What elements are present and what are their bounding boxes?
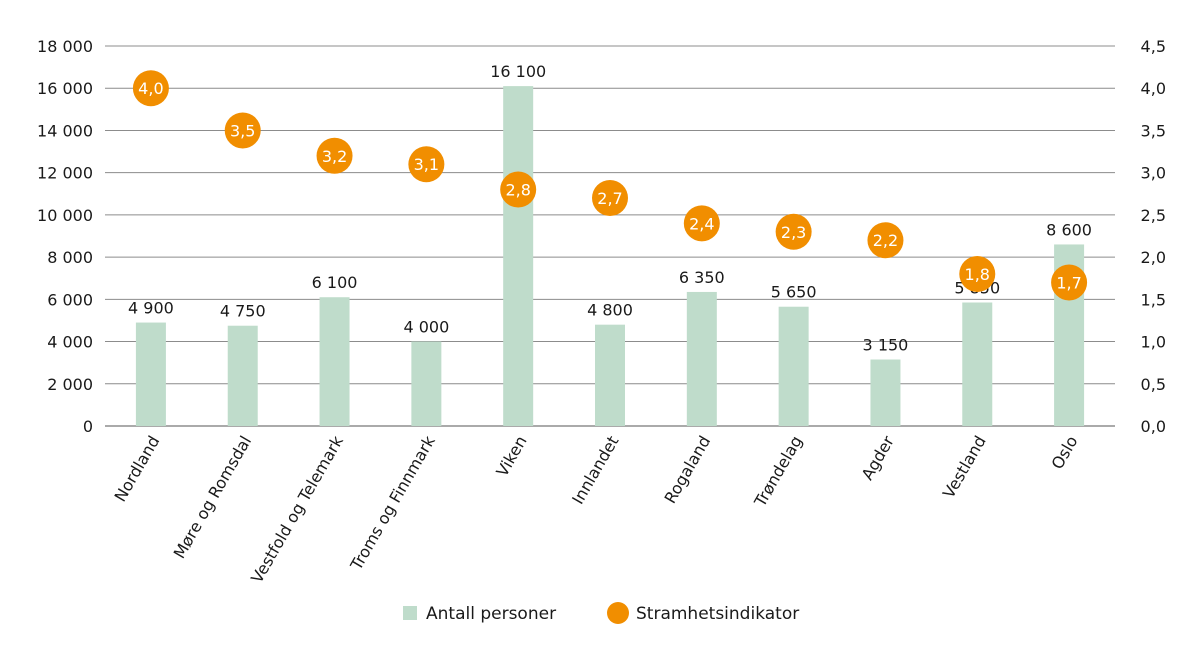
dot bbox=[592, 180, 628, 216]
y-axis-right: 0,0 0,5 1,0 1,5 2,0 2,5 3,0 3,5 4,0 4,5 bbox=[1141, 37, 1166, 436]
y-tick-label: 18 000 bbox=[37, 37, 93, 56]
dot-data-label: 2,7 bbox=[597, 189, 622, 208]
bar bbox=[503, 86, 534, 426]
bar bbox=[135, 322, 166, 426]
y-tick-label: 12 000 bbox=[37, 164, 93, 183]
dot-series: 4,0 3,5 3,2 3,1 2,8 2,7 2,4 2,3 2,2 1,8 1,7 bbox=[132, 70, 1088, 301]
bar-data-label: 16 100 bbox=[490, 62, 546, 81]
y2-tick-label: 0,5 bbox=[1141, 375, 1166, 394]
dot-data-label: 2,4 bbox=[689, 214, 714, 233]
y2-tick-label: 4,5 bbox=[1141, 37, 1166, 56]
legend-label-bar: Antall personer bbox=[426, 604, 556, 624]
bar bbox=[411, 341, 442, 426]
y2-tick-label: 1,5 bbox=[1141, 290, 1166, 309]
dot-data-label: 4,0 bbox=[138, 79, 163, 98]
bar bbox=[962, 302, 993, 426]
x-tick-label: Møre og Romsdal bbox=[170, 433, 256, 562]
dot-data-label: 2,2 bbox=[873, 231, 898, 250]
legend: Antall personer Stramhetsindikator bbox=[403, 602, 799, 624]
x-tick-label: Vestland bbox=[939, 433, 990, 502]
dot bbox=[408, 146, 445, 183]
dot bbox=[500, 171, 537, 208]
dot-data-label: 3,1 bbox=[414, 155, 439, 174]
dot bbox=[224, 112, 261, 149]
y-tick-label: 0 bbox=[83, 417, 93, 436]
dot bbox=[683, 205, 720, 242]
dot-data-label: 2,3 bbox=[781, 223, 806, 242]
dot bbox=[316, 137, 353, 174]
dot-data-label: 3,5 bbox=[230, 121, 255, 140]
x-tick-label: Oslo bbox=[1048, 433, 1082, 473]
dot bbox=[867, 222, 904, 259]
y2-tick-label: 4,0 bbox=[1141, 79, 1166, 98]
y2-tick-label: 1,0 bbox=[1141, 333, 1166, 352]
y2-tick-label: 3,0 bbox=[1141, 164, 1166, 183]
bar-data-label: 8 600 bbox=[1046, 220, 1092, 239]
x-tick-label: Viken bbox=[492, 433, 530, 480]
y-tick-label: 16 000 bbox=[37, 79, 93, 98]
y-tick-label: 10 000 bbox=[37, 206, 93, 225]
bar bbox=[870, 359, 901, 426]
x-tick-label: Vestfold og Telemark bbox=[247, 432, 347, 587]
y2-tick-label: 2,0 bbox=[1141, 248, 1166, 267]
y-tick-label: 4 000 bbox=[47, 333, 93, 352]
y2-tick-label: 3,5 bbox=[1141, 121, 1166, 140]
bar-data-label: 6 350 bbox=[679, 268, 725, 287]
x-tick-label: Innlandet bbox=[568, 433, 622, 508]
bar bbox=[319, 297, 350, 426]
bar-series bbox=[135, 86, 1085, 426]
y2-tick-label: 2,5 bbox=[1141, 206, 1166, 225]
bar-data-label: 3 150 bbox=[863, 336, 909, 355]
bar bbox=[227, 325, 258, 426]
dot bbox=[775, 213, 812, 250]
y-tick-label: 2 000 bbox=[47, 375, 93, 394]
dot-data-label: 1,8 bbox=[965, 265, 990, 284]
legend-swatch-bar bbox=[403, 606, 417, 620]
x-tick-label: Nordland bbox=[111, 433, 164, 506]
bar bbox=[778, 306, 809, 426]
dot bbox=[1051, 264, 1088, 301]
dot-data-label: 1,7 bbox=[1056, 273, 1081, 292]
bar-data-label: 4 750 bbox=[220, 302, 266, 321]
y-axis-left: 0 2 000 4 000 6 000 8 000 10 000 12 000 14 000 1… bbox=[37, 37, 93, 436]
bar-data-label: 4 800 bbox=[587, 301, 633, 320]
bar bbox=[686, 291, 717, 426]
bar bbox=[595, 324, 625, 426]
x-tick-label: Troms og Finnmark bbox=[346, 432, 439, 574]
bar-data-label: 5 650 bbox=[771, 283, 817, 302]
dot bbox=[959, 256, 996, 292]
dot bbox=[132, 70, 169, 107]
x-tick-label: Rogaland bbox=[660, 433, 714, 507]
legend-label-dot: Stramhetsindikator bbox=[636, 604, 799, 624]
dot-data-label: 2,8 bbox=[505, 181, 530, 200]
dot-data-label: 3,2 bbox=[322, 147, 347, 166]
x-tick-label: Trøndelag bbox=[750, 433, 806, 511]
y-tick-label: 6 000 bbox=[47, 290, 93, 309]
y-tick-label: 8 000 bbox=[47, 248, 93, 267]
bar-data-label: 4 000 bbox=[403, 318, 449, 337]
x-tick-label: Agder bbox=[858, 432, 899, 483]
legend-swatch-dot bbox=[607, 602, 629, 624]
bar-data-label: 4 900 bbox=[128, 299, 174, 318]
y2-tick-label: 0,0 bbox=[1141, 417, 1166, 436]
bar-data-label: 6 100 bbox=[312, 273, 358, 292]
y-tick-label: 14 000 bbox=[37, 121, 93, 140]
